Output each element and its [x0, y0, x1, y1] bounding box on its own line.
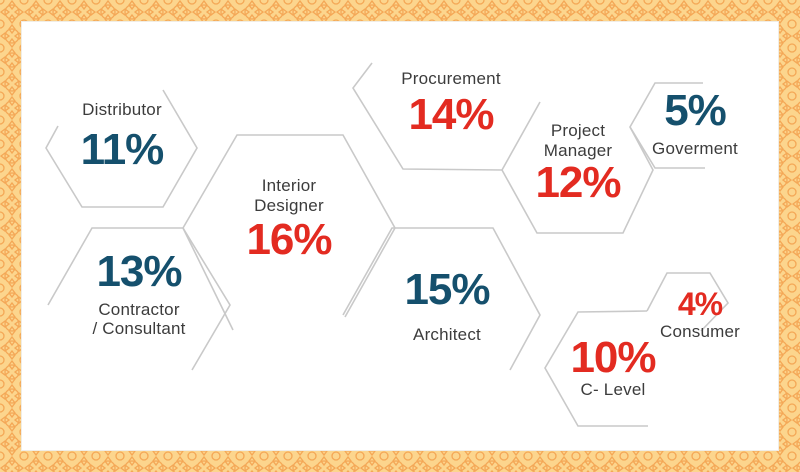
- segment-architect: 15% Architect: [392, 268, 502, 345]
- segment-procurement: Procurement 14%: [353, 69, 549, 137]
- segment-consumer-label: Consumer: [659, 322, 741, 341]
- segment-contractor-consultant: 13% Contractor / Consultant: [48, 247, 230, 339]
- segment-procurement-value: 14%: [408, 90, 494, 139]
- segment-distributor: Distributor 11%: [46, 100, 198, 172]
- segment-goverment-label: Goverment: [652, 139, 738, 158]
- segment-distributor-label: Distributor: [82, 100, 162, 119]
- segment-distributor-value: 11%: [80, 125, 165, 174]
- segment-consumer: 4% Consumer: [650, 288, 750, 342]
- segment-architect-value: 15%: [404, 265, 490, 314]
- segment-contractor-consultant-label: Contractor / Consultant: [92, 300, 186, 338]
- segment-contractor-consultant-value: 13%: [96, 247, 182, 296]
- segment-goverment-value: 5%: [664, 86, 727, 135]
- segment-interior-designer-label: Interior Designer: [254, 176, 324, 215]
- segment-architect-label: Architect: [413, 325, 481, 344]
- segment-interior-designer-value: 16%: [246, 215, 332, 264]
- segment-project-manager-label: Project Manager: [543, 121, 613, 160]
- segment-goverment: 5% Goverment: [640, 89, 750, 159]
- segment-interior-designer: Interior Designer 16%: [183, 176, 395, 262]
- segment-c-level: 10% C- Level: [545, 336, 681, 400]
- segment-procurement-label: Procurement: [401, 69, 501, 88]
- segment-c-level-value: 10%: [570, 333, 656, 382]
- segment-project-manager: Project Manager 12%: [502, 121, 654, 205]
- segment-c-level-label: C- Level: [580, 380, 646, 399]
- segment-project-manager-value: 12%: [535, 158, 621, 207]
- segment-consumer-value: 4%: [677, 286, 723, 322]
